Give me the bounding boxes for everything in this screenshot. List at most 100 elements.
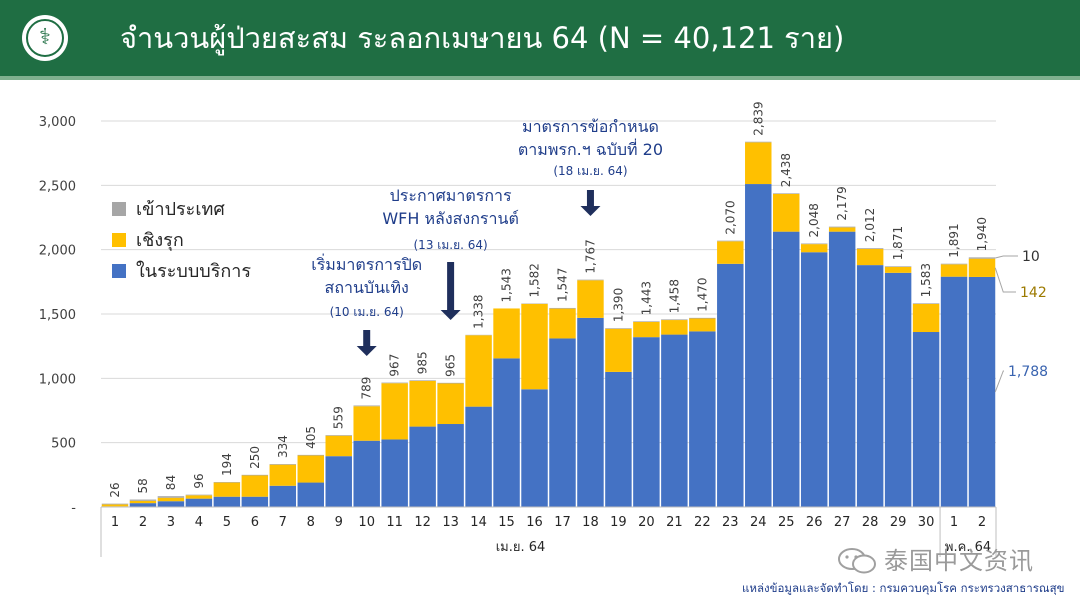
bar-segment — [129, 503, 157, 507]
bar-segment — [325, 456, 352, 507]
x-tick-label: 29 — [890, 515, 907, 530]
header-divider — [0, 76, 1080, 80]
total-label: 1,891 — [947, 223, 961, 257]
logo-ring — [26, 19, 64, 57]
bar-segment — [800, 243, 828, 245]
x-tick-label: 27 — [834, 515, 851, 530]
bar-segment — [493, 358, 520, 507]
total-label: 967 — [388, 354, 402, 377]
bar-segment — [633, 321, 660, 322]
x-tick-label: 16 — [526, 515, 543, 530]
callout-label: 142 — [1020, 285, 1047, 301]
callout-leader — [995, 255, 1018, 259]
bar-segment — [633, 321, 660, 338]
x-tick-label: 13 — [442, 515, 459, 530]
y-tick-label: - — [71, 501, 76, 516]
total-label: 1,583 — [919, 263, 933, 297]
total-label: 58 — [136, 478, 150, 493]
total-label: 2,012 — [863, 208, 877, 242]
legend-label: เชิงรุก — [136, 230, 184, 251]
bar-segment — [773, 193, 800, 194]
total-label: 985 — [416, 351, 430, 374]
y-tick-label: 2,500 — [39, 179, 76, 194]
x-tick-label: 10 — [358, 515, 375, 530]
annotation-date: (13 เม.ย. 64) — [414, 238, 488, 252]
total-label: 1,767 — [583, 239, 597, 273]
month-group-label: เม.ย. 64 — [496, 540, 546, 555]
y-tick-label: 2,000 — [39, 244, 76, 259]
bar-segment — [157, 496, 185, 498]
x-tick-label: 18 — [582, 515, 599, 530]
bar-segment — [325, 435, 352, 436]
legend-swatch — [112, 202, 126, 216]
legend-label: ในระบบบริการ — [136, 260, 251, 282]
x-tick-label: 17 — [554, 515, 571, 530]
bar-segment — [884, 266, 912, 267]
total-label: 2,070 — [723, 200, 737, 234]
y-tick-label: 500 — [51, 437, 76, 452]
bar-segment — [968, 257, 996, 259]
bar-segment — [297, 482, 324, 507]
annotation-text: สถานบันเทิง — [325, 278, 409, 297]
bar-segment — [241, 475, 269, 497]
x-tick-label: 20 — [638, 515, 655, 530]
x-tick-label: 30 — [918, 515, 935, 530]
bar-segment — [213, 482, 241, 483]
bar-segment — [577, 279, 604, 281]
bar-segment — [213, 482, 241, 497]
title-bar: ⚕ จำนวนผู้ป่วยสะสม ระลอกเมษายน 64 (N = 4… — [0, 0, 1080, 76]
total-label: 405 — [304, 426, 318, 449]
bar-segment — [549, 308, 576, 339]
x-tick-label: 21 — [666, 515, 683, 530]
wechat-icon — [838, 548, 876, 574]
x-tick-label: 7 — [279, 515, 287, 530]
arrow-head-icon — [580, 206, 601, 216]
bar-segment — [856, 248, 884, 266]
bar-segment — [717, 263, 744, 507]
x-tick-label: 2 — [139, 515, 147, 530]
bar-segment — [521, 389, 548, 507]
bar-segment — [101, 503, 129, 505]
x-tick-label: 23 — [722, 515, 739, 530]
bar-segment — [968, 276, 996, 507]
bar-segment — [773, 231, 800, 508]
bar-segment — [856, 265, 884, 507]
bar-segment — [521, 303, 548, 390]
month-group-label: พ.ค. 64 — [945, 540, 991, 555]
bar-segment — [940, 276, 968, 507]
total-label: 1,547 — [555, 268, 569, 302]
bar-segment — [213, 496, 241, 507]
callout-label: 1,788 — [1008, 364, 1048, 380]
total-label: 1,458 — [667, 279, 681, 313]
bar-segment — [353, 440, 380, 507]
ministry-logo: ⚕ — [22, 15, 68, 61]
annotation-date: (18 เม.ย. 64) — [553, 164, 627, 178]
bar-segment — [912, 303, 940, 333]
bar-segment — [689, 331, 716, 507]
bar-segment — [269, 485, 297, 507]
bar-segment — [940, 263, 968, 265]
total-label: 2,839 — [751, 101, 765, 135]
total-label: 559 — [332, 406, 346, 429]
bar-segment — [129, 500, 157, 504]
bar-segment — [269, 464, 297, 465]
bar-segment — [381, 383, 408, 440]
arrow-shaft — [586, 190, 594, 206]
total-label: 1,470 — [695, 278, 709, 312]
bar-segment — [353, 405, 380, 407]
bar-segment — [717, 240, 744, 242]
bar-segment — [577, 280, 604, 318]
total-label: 1,390 — [611, 288, 625, 322]
bar-segment — [409, 380, 436, 381]
arrow-shaft — [363, 330, 371, 346]
total-label: 96 — [192, 473, 206, 488]
annotation-date: (10 เม.ย. 64) — [330, 305, 404, 319]
total-label: 1,940 — [975, 217, 989, 251]
bar-segment — [353, 406, 380, 441]
total-label: 1,338 — [472, 294, 486, 328]
page-title: จำนวนผู้ป่วยสะสม ระลอกเมษายน 64 (N = 40,… — [120, 21, 845, 55]
total-label: 1,582 — [528, 263, 542, 297]
bar-segment — [157, 497, 185, 502]
bar-segment — [800, 252, 828, 507]
x-tick-label: 14 — [470, 515, 487, 530]
